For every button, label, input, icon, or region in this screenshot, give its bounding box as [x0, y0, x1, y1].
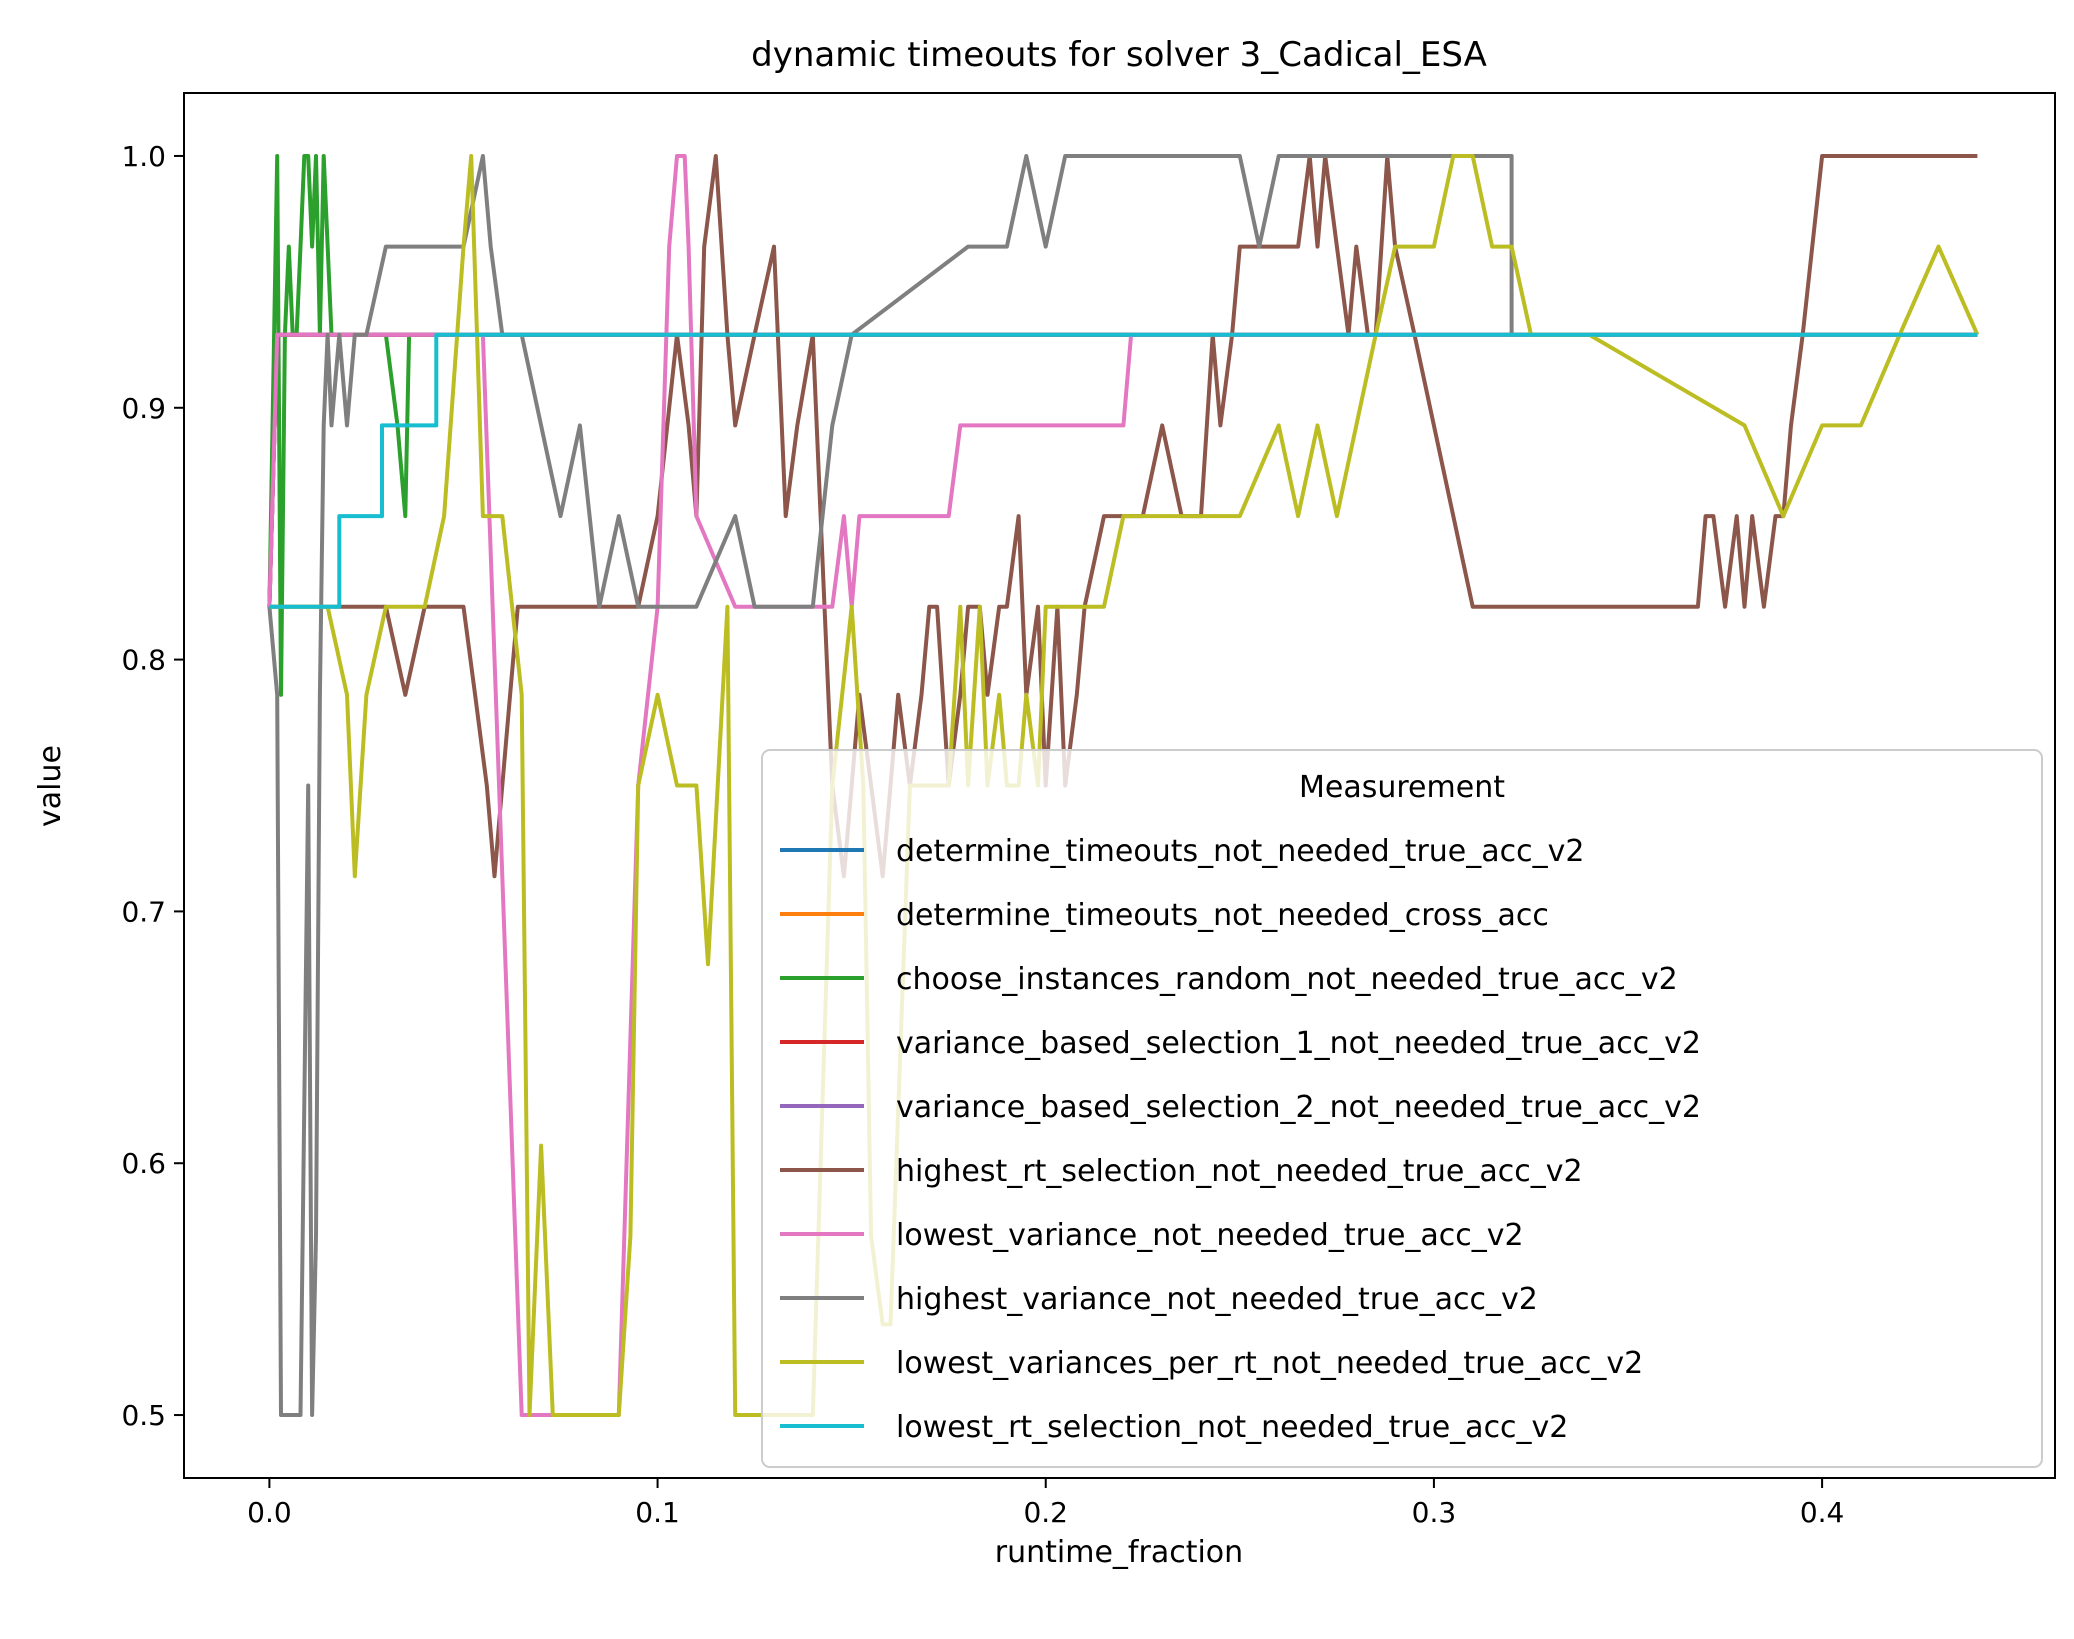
- series-line-highest_variance_not_needed_true_acc_v2: [267, 154, 1978, 1417]
- y-tick-label: 0.8: [121, 644, 166, 677]
- legend: Measurement determine_timeouts_not_neede…: [761, 749, 2043, 1468]
- legend-label: variance_based_selection_2_not_needed_tr…: [896, 1090, 1701, 1125]
- series-layer: [267, 154, 1980, 1417]
- legend-item: highest_variance_not_needed_true_acc_v2: [780, 1282, 1538, 1317]
- series-line-lowest_rt_selection_not_needed_true_acc_v2: [269, 332, 1978, 609]
- legend-label: highest_rt_selection_not_needed_true_acc…: [896, 1154, 1583, 1189]
- legend-items: determine_timeouts_not_needed_true_acc_v…: [780, 834, 1701, 1445]
- legend-item: lowest_variances_per_rt_not_needed_true_…: [780, 1346, 1643, 1381]
- legend-item: determine_timeouts_not_needed_cross_acc: [780, 898, 1549, 933]
- y-axis: 0.5 0.6 0.7 0.8 0.9 1.0: [121, 140, 184, 1432]
- legend-item: lowest_rt_selection_not_needed_true_acc_…: [780, 1410, 1568, 1445]
- series-line-highest_rt_selection_not_needed_true_acc_v2: [269, 154, 1978, 879]
- legend-label: highest_variance_not_needed_true_acc_v2: [896, 1282, 1538, 1317]
- x-tick-label: 0.2: [1023, 1496, 1068, 1529]
- x-tick-label: 0.3: [1412, 1496, 1457, 1529]
- y-tick-label: 0.5: [121, 1399, 166, 1432]
- x-axis-label: runtime_fraction: [995, 1535, 1243, 1570]
- x-tick-label: 0.4: [1800, 1496, 1845, 1529]
- legend-label: variance_based_selection_1_not_needed_tr…: [896, 1026, 1701, 1061]
- y-tick-label: 0.7: [121, 895, 166, 928]
- chart-title: dynamic timeouts for solver 3_Cadical_ES…: [751, 35, 1487, 75]
- y-tick-label: 0.9: [121, 392, 166, 425]
- legend-item: highest_rt_selection_not_needed_true_acc…: [780, 1154, 1583, 1189]
- legend-label: lowest_rt_selection_not_needed_true_acc_…: [896, 1410, 1568, 1445]
- legend-label: choose_instances_random_not_needed_true_…: [896, 962, 1678, 997]
- legend-label: lowest_variance_not_needed_true_acc_v2: [896, 1218, 1524, 1253]
- y-axis-label: value: [33, 745, 68, 827]
- legend-label: determine_timeouts_not_needed_cross_acc: [896, 898, 1549, 933]
- y-tick-label: 0.6: [121, 1147, 166, 1180]
- legend-box: [761, 749, 2043, 1468]
- legend-item: determine_timeouts_not_needed_true_acc_v…: [780, 834, 1584, 869]
- plot-frame: [183, 92, 2056, 1479]
- legend-item: variance_based_selection_1_not_needed_tr…: [780, 1026, 1701, 1061]
- y-tick-label: 1.0: [121, 140, 166, 173]
- legend-label: lowest_variances_per_rt_not_needed_true_…: [896, 1346, 1643, 1381]
- legend-item: choose_instances_random_not_needed_true_…: [780, 962, 1678, 997]
- x-tick-label: 0.1: [635, 1496, 680, 1529]
- legend-label: determine_timeouts_not_needed_true_acc_v…: [896, 834, 1584, 869]
- series-line-lowest_variance_not_needed_true_acc_v2: [267, 154, 1978, 1417]
- legend-title: Measurement: [1299, 770, 1505, 805]
- x-tick-label: 0.0: [247, 1496, 292, 1529]
- x-axis: 0.0 0.1 0.2 0.3 0.4: [247, 1478, 1844, 1529]
- legend-item: variance_based_selection_2_not_needed_tr…: [780, 1090, 1701, 1125]
- legend-item: lowest_variance_not_needed_true_acc_v2: [780, 1218, 1524, 1253]
